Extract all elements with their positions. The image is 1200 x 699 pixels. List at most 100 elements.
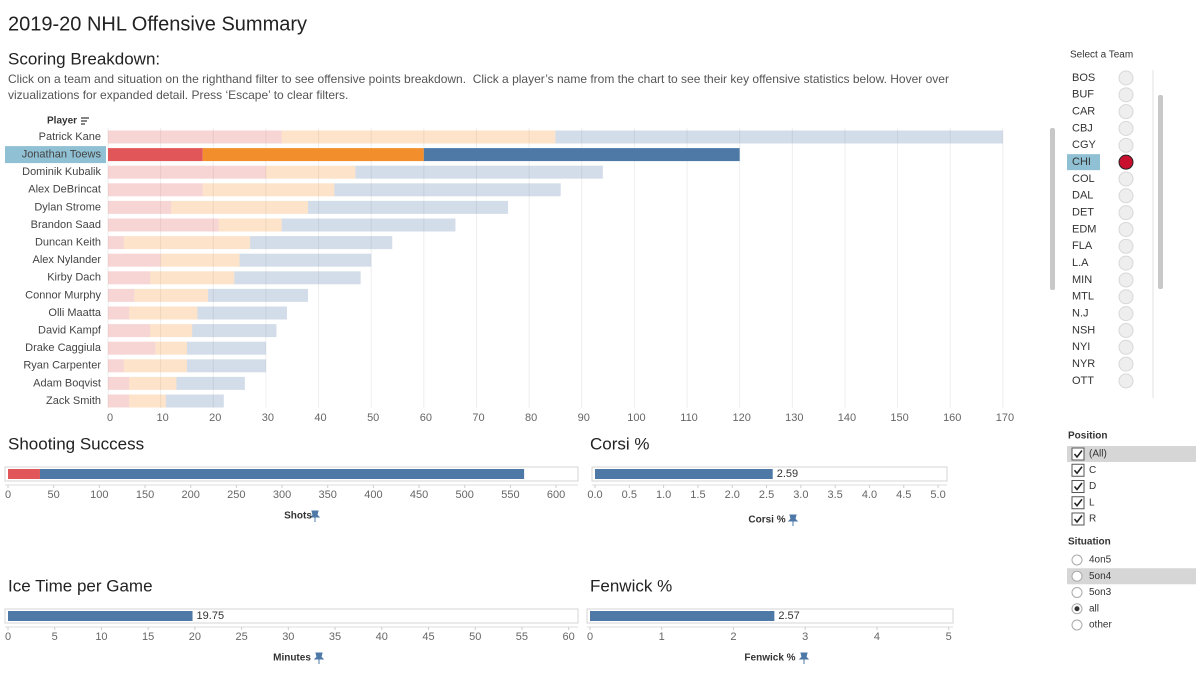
- category-label[interactable]: Patrick Kane: [39, 131, 101, 143]
- team-logo[interactable]: [1118, 171, 1134, 187]
- bar-segment[interactable]: [197, 306, 287, 320]
- position-option[interactable]: C: [1089, 465, 1096, 476]
- category-label[interactable]: Adam Boqvist: [33, 377, 101, 389]
- team-option[interactable]: NSH: [1072, 324, 1095, 336]
- bar-segment[interactable]: [423, 148, 740, 162]
- team-option[interactable]: OTT: [1072, 375, 1094, 387]
- position-option[interactable]: R: [1089, 514, 1096, 525]
- bar-segment[interactable]: [108, 306, 130, 320]
- bar-segment[interactable]: [129, 376, 177, 390]
- team-option[interactable]: NYR: [1072, 358, 1095, 370]
- team-option[interactable]: MTL: [1072, 291, 1094, 303]
- bar-segment[interactable]: [250, 236, 393, 250]
- team-option[interactable]: BOS: [1072, 72, 1095, 84]
- category-label[interactable]: Connor Murphy: [25, 289, 101, 301]
- category-label[interactable]: Kirby Dach: [47, 272, 101, 284]
- team-logo[interactable]: [1118, 289, 1134, 305]
- team-option[interactable]: L.A: [1072, 257, 1089, 269]
- situation-option[interactable]: 4on5: [1089, 555, 1112, 566]
- bar-segment[interactable]: [108, 236, 124, 250]
- bar-segment[interactable]: [165, 394, 224, 408]
- pin-icon[interactable]: [787, 514, 799, 526]
- team-logo[interactable]: [1118, 137, 1134, 153]
- bar-segment[interactable]: [234, 271, 361, 285]
- bar-segment[interactable]: [308, 200, 509, 214]
- bar-segment[interactable]: [150, 271, 235, 285]
- bar-segment[interactable]: [108, 271, 151, 285]
- team-logo[interactable]: [1118, 339, 1134, 355]
- bar-segment[interactable]: [208, 288, 309, 302]
- bar-segment[interactable]: [123, 359, 187, 373]
- situation-option[interactable]: all: [1089, 603, 1099, 614]
- category-label[interactable]: Zack Smith: [46, 395, 101, 407]
- category-label[interactable]: Duncan Keith: [35, 237, 101, 249]
- bar-segment[interactable]: [186, 359, 266, 373]
- situation-option[interactable]: other: [1089, 620, 1112, 631]
- checkbox[interactable]: [1071, 463, 1085, 477]
- pin-icon[interactable]: [798, 652, 810, 664]
- bar-segment[interactable]: [218, 218, 282, 232]
- radio-button[interactable]: [1071, 619, 1083, 631]
- scrollbar[interactable]: [1158, 95, 1163, 289]
- team-logo[interactable]: [1118, 70, 1134, 86]
- team-option[interactable]: EDM: [1072, 223, 1096, 235]
- bar-segment[interactable]: [108, 324, 151, 338]
- bar-segment[interactable]: [108, 218, 219, 232]
- team-logo[interactable]: [1118, 188, 1134, 204]
- bar-segment[interactable]: [39, 469, 525, 479]
- team-logo[interactable]: [1118, 104, 1134, 120]
- team-logo[interactable]: [1118, 322, 1134, 338]
- team-logo[interactable]: [1118, 272, 1134, 288]
- team-option[interactable]: DET: [1072, 207, 1094, 219]
- team-option[interactable]: MIN: [1072, 274, 1092, 286]
- bar-segment[interactable]: [334, 183, 561, 197]
- bar-segment[interactable]: [281, 218, 456, 232]
- radio-button[interactable]: [1071, 570, 1083, 582]
- team-option[interactable]: CGY: [1072, 139, 1097, 151]
- team-logo[interactable]: [1118, 373, 1134, 389]
- bar-segment[interactable]: [108, 394, 130, 408]
- bar-segment[interactable]: [134, 288, 209, 302]
- position-option[interactable]: (All): [1089, 449, 1107, 460]
- category-label[interactable]: Olli Maatta: [48, 307, 101, 319]
- bar-segment[interactable]: [108, 341, 156, 355]
- radio-button[interactable]: [1071, 587, 1083, 598]
- pin-icon[interactable]: [309, 510, 321, 522]
- position-option[interactable]: L: [1089, 497, 1095, 508]
- bar-segment[interactable]: [176, 376, 245, 390]
- team-logo[interactable]: [1118, 306, 1134, 322]
- category-label[interactable]: David Kampf: [38, 325, 102, 337]
- bar-segment[interactable]: [108, 359, 124, 373]
- checkbox[interactable]: [1071, 447, 1085, 461]
- bar-segment[interactable]: [555, 130, 1003, 144]
- bar[interactable]: [595, 469, 773, 479]
- team-option[interactable]: COL: [1072, 173, 1095, 185]
- bar-segment[interactable]: [129, 306, 198, 320]
- bar-segment[interactable]: [108, 288, 135, 302]
- bar-segment[interactable]: [108, 253, 161, 267]
- checkbox[interactable]: [1071, 480, 1085, 493]
- category-label[interactable]: Ryan Carpenter: [23, 360, 101, 372]
- team-logo[interactable]: [1118, 255, 1134, 271]
- bar-segment[interactable]: [108, 200, 172, 214]
- team-logo[interactable]: [1118, 238, 1134, 254]
- scrollbar[interactable]: [1050, 128, 1055, 290]
- team-option[interactable]: CBJ: [1072, 122, 1093, 134]
- bar-segment[interactable]: [239, 253, 372, 267]
- category-label[interactable]: Dylan Strome: [34, 201, 101, 213]
- bar-segment[interactable]: [186, 341, 266, 355]
- team-option[interactable]: FLA: [1072, 240, 1093, 252]
- bar-segment[interactable]: [150, 324, 193, 338]
- team-option[interactable]: BUF: [1072, 89, 1094, 101]
- team-logo[interactable]: [1118, 221, 1134, 237]
- team-option[interactable]: CAR: [1072, 106, 1095, 118]
- category-label[interactable]: Alex DeBrincat: [28, 184, 101, 196]
- category-label[interactable]: Alex Nylander: [33, 254, 102, 266]
- bar[interactable]: [590, 611, 775, 621]
- bar-segment[interactable]: [281, 130, 556, 144]
- bar-segment[interactable]: [108, 130, 282, 144]
- team-logo[interactable]: [1118, 154, 1134, 170]
- situation-option[interactable]: 5on3: [1089, 587, 1112, 598]
- bar-segment[interactable]: [129, 394, 166, 408]
- team-logo[interactable]: [1118, 356, 1134, 372]
